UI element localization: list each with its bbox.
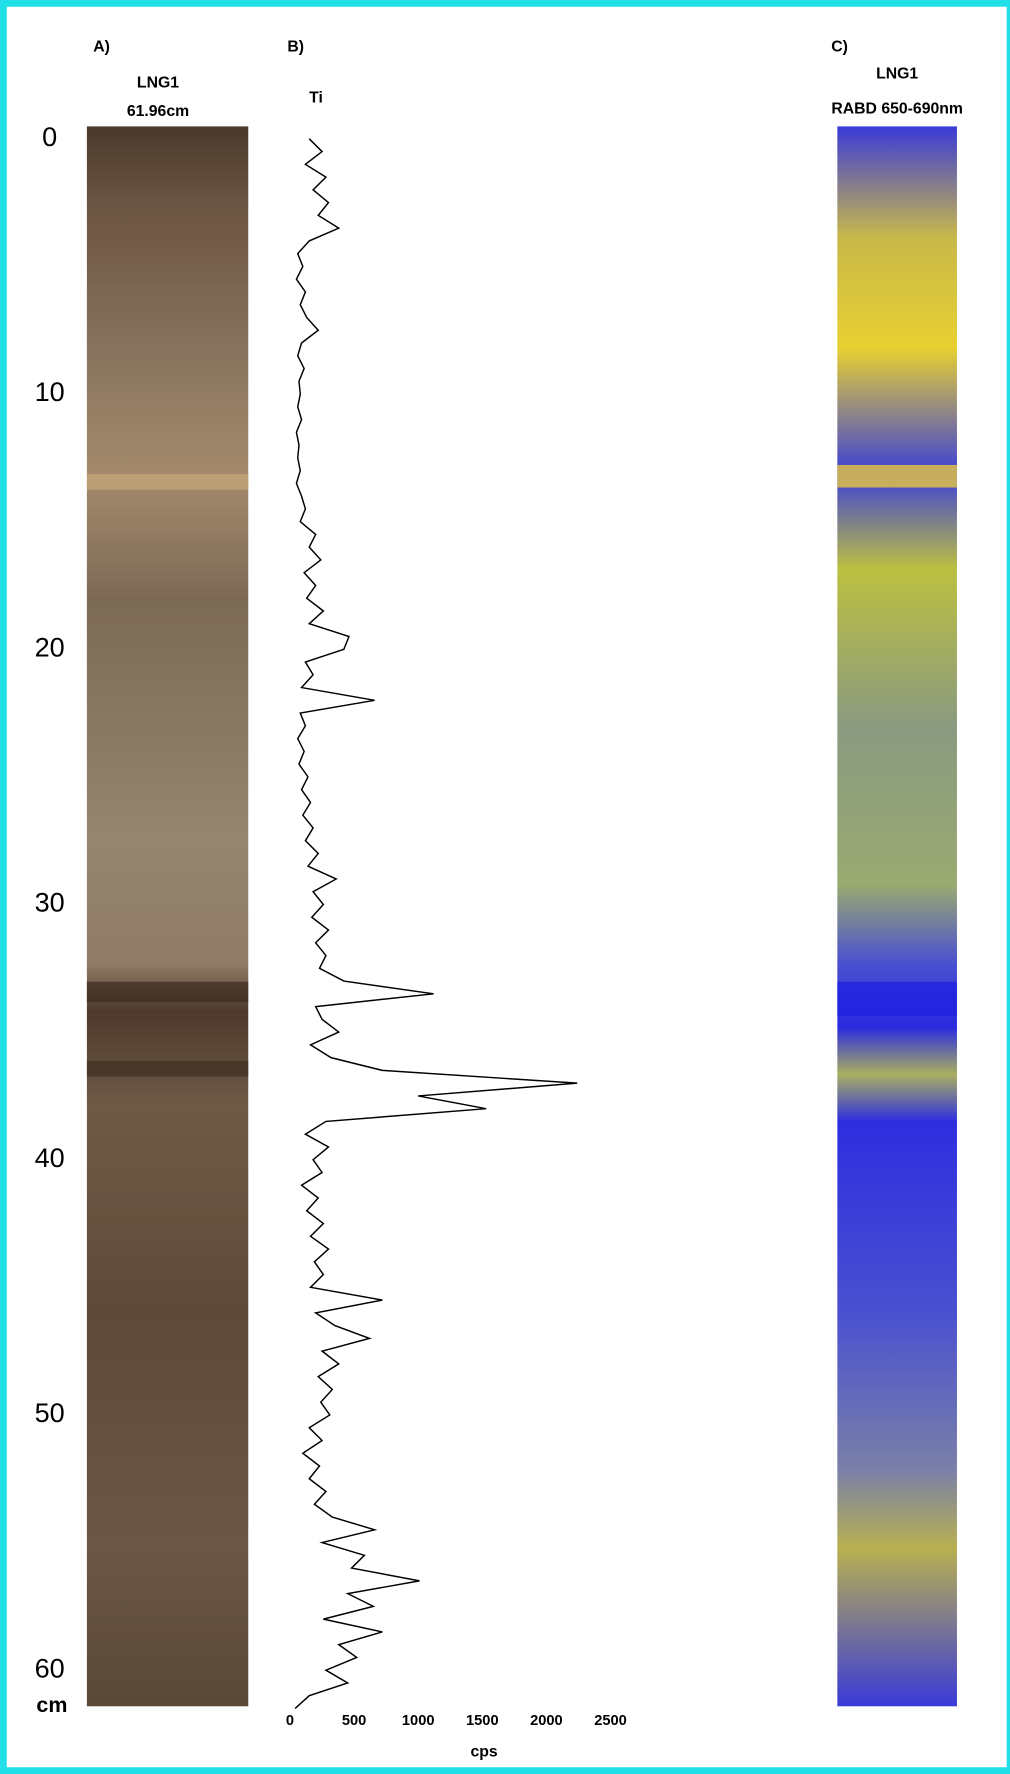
- y-tick-label: 60: [35, 1652, 65, 1683]
- panel-label: C): [831, 39, 848, 56]
- x-tick-label: 1000: [402, 1713, 435, 1729]
- ti-line: [295, 139, 577, 1709]
- rabd-band: [837, 465, 957, 488]
- x-tick-label: 500: [342, 1713, 366, 1729]
- x-tick-label: 0: [286, 1713, 294, 1729]
- figure: A) LNG1 61.96cm B) C) LNG1 RABD 650-690n…: [0, 0, 1010, 1774]
- rabd-band: [837, 982, 957, 1016]
- panel-subtitle: 61.96cm: [127, 103, 189, 120]
- core-band: [87, 1061, 248, 1077]
- panel-title: LNG1: [876, 66, 918, 83]
- y-axis-label: cm: [36, 1693, 67, 1717]
- rabd-image: [837, 126, 957, 1706]
- y-tick-label: 50: [35, 1397, 65, 1428]
- core-band: [87, 474, 248, 490]
- y-tick-label: 0: [42, 121, 57, 152]
- y-tick-label: 40: [35, 1142, 65, 1173]
- x-axis-label: cps: [471, 1744, 498, 1761]
- panel-label: B): [287, 39, 304, 56]
- series-label: Ti: [309, 89, 323, 106]
- x-tick-label: 1500: [466, 1713, 499, 1729]
- core-photo: [87, 126, 248, 1706]
- panel-title: LNG1: [137, 75, 179, 92]
- y-tick-label: 20: [35, 631, 65, 662]
- y-tick-label: 10: [35, 376, 65, 407]
- page: {"panels":[{"label":"A)","title":"LNG1",…: [0, 0, 1010, 1774]
- x-tick-label: 2500: [594, 1713, 627, 1729]
- panel-subtitle: RABD 650-690nm: [831, 101, 963, 118]
- core-band: [87, 982, 248, 1002]
- panel-label: A): [93, 39, 110, 56]
- y-tick-label: 30: [35, 887, 65, 918]
- x-tick-label: 2000: [530, 1713, 563, 1729]
